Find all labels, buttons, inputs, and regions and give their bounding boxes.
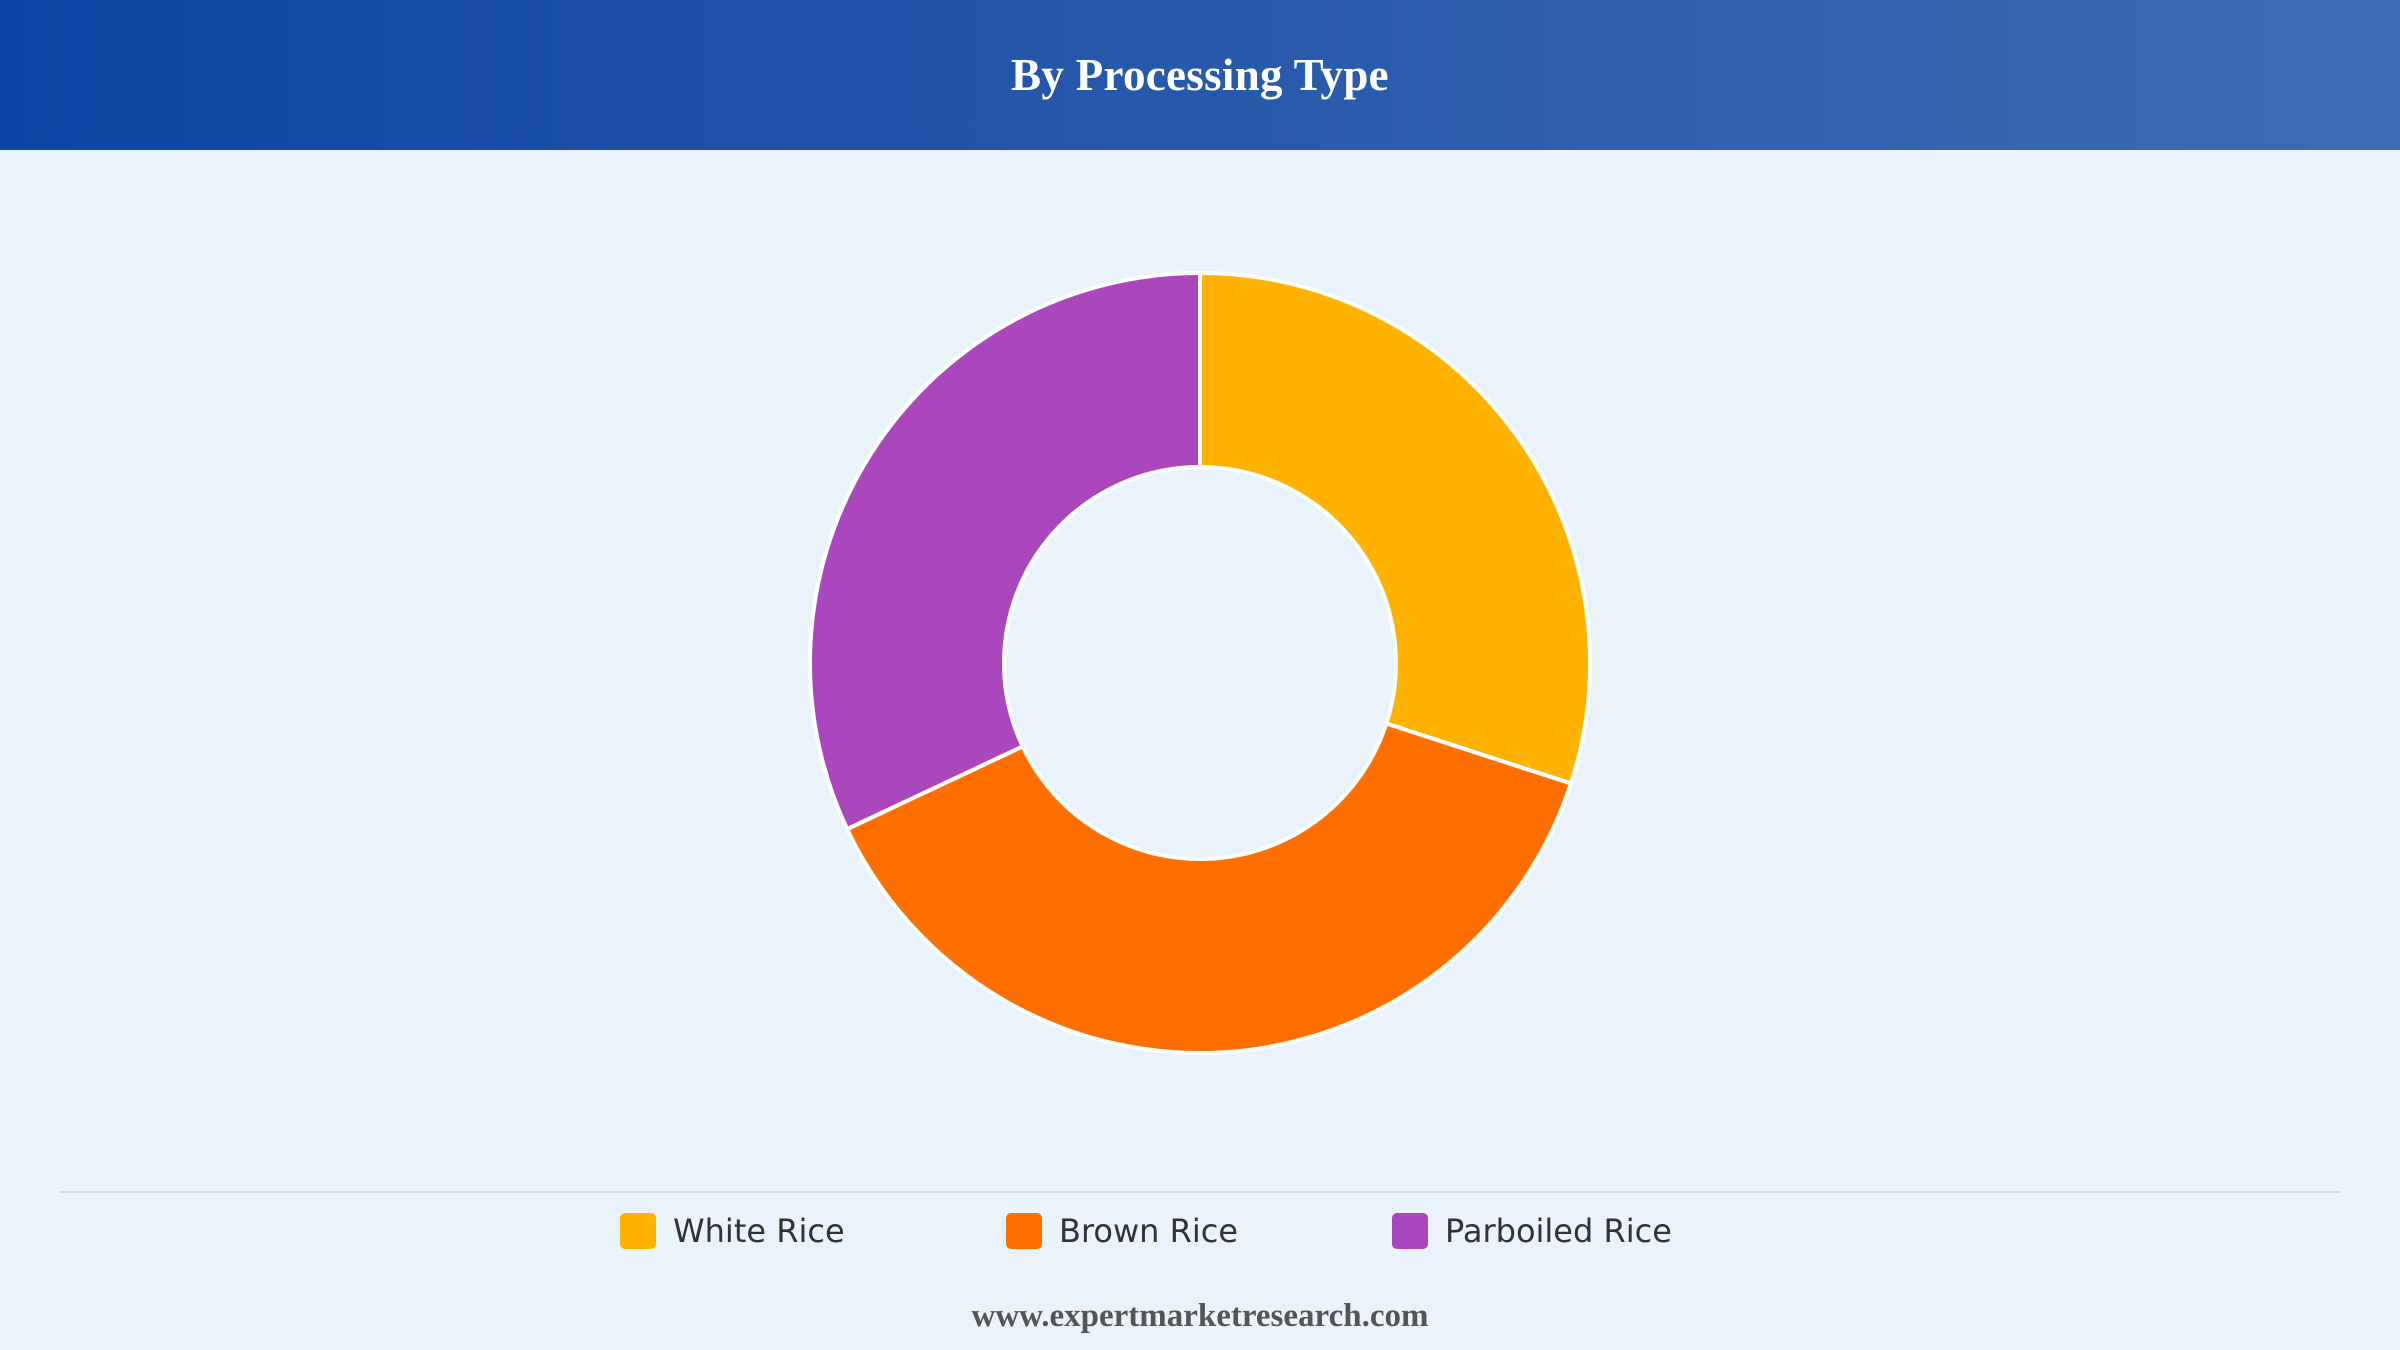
- legend-swatch-parboiled-rice: [1392, 1213, 1428, 1249]
- legend-item-white-rice[interactable]: White Rice: [620, 1208, 845, 1254]
- chart-title: By Processing Type: [1011, 50, 1389, 100]
- slice-brown-rice[interactable]: [845, 721, 1573, 1055]
- legend-divider: [60, 1191, 2340, 1193]
- footer-website[interactable]: www.expertmarketresearch.com: [971, 1298, 1429, 1334]
- legend-label-brown-rice: Brown Rice: [1059, 1212, 1239, 1250]
- legend-label-parboiled-rice: Parboiled Rice: [1445, 1212, 1672, 1250]
- donut-chart: [808, 271, 1592, 1055]
- chart-area: [0, 150, 2400, 1190]
- legend-item-brown-rice[interactable]: Brown Rice: [1006, 1208, 1238, 1254]
- chart-legend: White Rice Brown Rice Parboiled Rice: [0, 1208, 2400, 1254]
- slice-parboiled-rice[interactable]: [808, 271, 1202, 832]
- legend-item-parboiled-rice[interactable]: Parboiled Rice: [1392, 1208, 1672, 1254]
- legend-swatch-brown-rice: [1006, 1213, 1042, 1249]
- chart-header: By Processing Type: [0, 0, 2400, 150]
- legend-label-white-rice: White Rice: [673, 1212, 845, 1250]
- slice-white-rice[interactable]: [1198, 271, 1592, 786]
- legend-swatch-white-rice: [620, 1213, 656, 1249]
